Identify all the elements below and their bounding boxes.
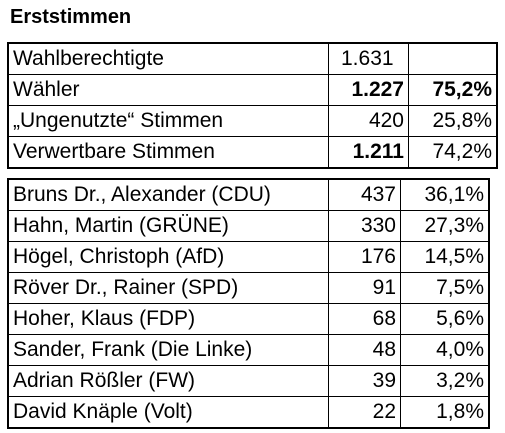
candidate-name: Hahn, Martin (GRÜNE): [8, 210, 329, 242]
row-count: 1.211: [328, 136, 409, 168]
candidate-name: Bruns Dr., Alexander (CDU): [8, 179, 329, 211]
row-label: Wahlberechtigte: [8, 43, 329, 75]
row-label: Wähler: [8, 74, 329, 106]
table-row: David Knäple (Volt) 22 1,8%: [8, 396, 489, 428]
candidate-votes: 22: [328, 396, 401, 428]
candidate-name: Högel, Christoph (AfD): [8, 241, 329, 273]
table-row: Röver Dr., Rainer (SPD) 91 7,5%: [8, 272, 489, 304]
candidate-percent: 7,5%: [400, 272, 489, 304]
candidate-name: Sander, Frank (Die Linke): [8, 334, 329, 366]
row-count: 1.631: [328, 43, 409, 75]
table-row: „Ungenutzte“ Stimmen 420 25,8%: [8, 105, 497, 137]
row-percent: [408, 43, 497, 75]
candidate-name: Röver Dr., Rainer (SPD): [8, 272, 329, 304]
row-count: 420: [328, 105, 409, 137]
candidate-name: Hoher, Klaus (FDP): [8, 303, 329, 335]
row-percent: 74,2%: [408, 136, 497, 168]
candidate-percent: 14,5%: [400, 241, 489, 273]
candidate-votes: 39: [328, 365, 401, 397]
candidate-percent: 3,2%: [400, 365, 489, 397]
candidate-votes: 437: [328, 179, 401, 211]
table-row: Högel, Christoph (AfD) 176 14,5%: [8, 241, 489, 273]
candidate-name: David Knäple (Volt): [8, 396, 329, 428]
candidate-votes: 91: [328, 272, 401, 304]
candidate-votes: 176: [328, 241, 401, 273]
candidate-name: Adrian Rößler (FW): [8, 365, 329, 397]
candidate-percent: 36,1%: [400, 179, 489, 211]
candidate-percent: 5,6%: [400, 303, 489, 335]
candidate-votes: 68: [328, 303, 401, 335]
candidate-votes: 48: [328, 334, 401, 366]
table-row: Sander, Frank (Die Linke) 48 4,0%: [8, 334, 489, 366]
table-row: Adrian Rößler (FW) 39 3,2%: [8, 365, 489, 397]
candidate-votes: 330: [328, 210, 401, 242]
row-label: Verwertbare Stimmen: [8, 136, 329, 168]
row-percent: 25,8%: [408, 105, 497, 137]
candidate-percent: 4,0%: [400, 334, 489, 366]
row-count: 1.227: [328, 74, 409, 106]
row-percent: 75,2%: [408, 74, 497, 106]
table-row: Bruns Dr., Alexander (CDU) 437 36,1%: [8, 179, 489, 211]
table-row: Wahlberechtigte 1.631: [8, 43, 497, 75]
table-row: Hoher, Klaus (FDP) 68 5,6%: [8, 303, 489, 335]
table-row: Verwertbare Stimmen 1.211 74,2%: [8, 136, 497, 168]
candidates-table: Bruns Dr., Alexander (CDU) 437 36,1% Hah…: [7, 178, 490, 429]
candidate-percent: 27,3%: [400, 210, 489, 242]
table-row: Hahn, Martin (GRÜNE) 330 27,3%: [8, 210, 489, 242]
candidate-percent: 1,8%: [400, 396, 489, 428]
summary-table: Wahlberechtigte 1.631 Wähler 1.227 75,2%…: [7, 42, 498, 169]
row-label: „Ungenutzte“ Stimmen: [8, 105, 329, 137]
table-row: Wähler 1.227 75,2%: [8, 74, 497, 106]
page-title: Erststimmen: [10, 6, 132, 28]
